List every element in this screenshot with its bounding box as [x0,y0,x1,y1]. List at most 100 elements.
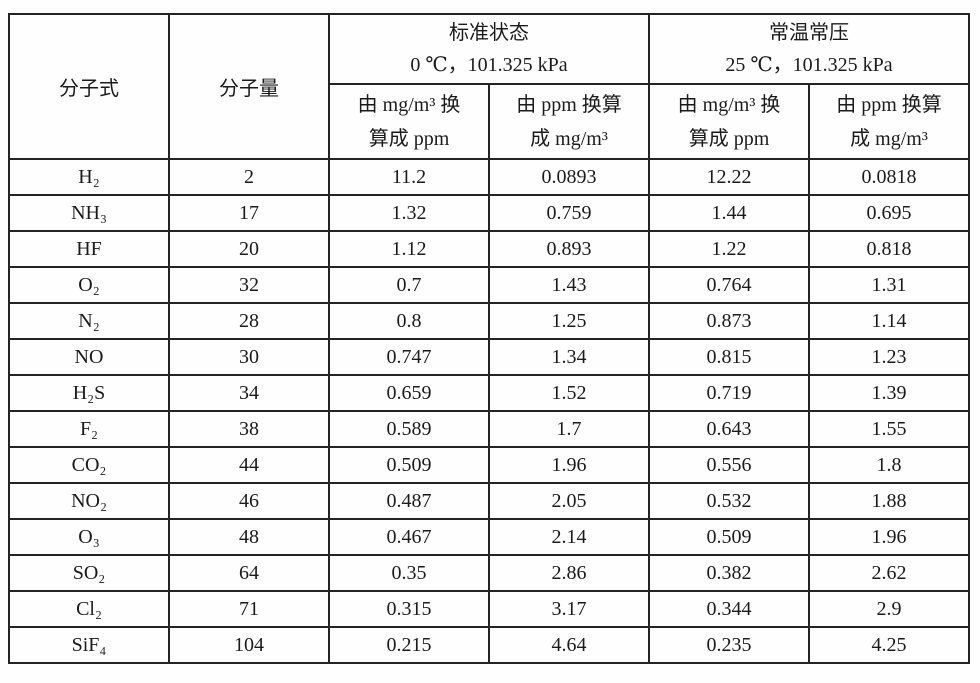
cell-ntp-ppm-to-mg: 1.23 [808,338,970,376]
cell-ntp-ppm-to-mg: 0.818 [808,230,970,268]
cell-ntp-ppm-to-mg: 2.9 [808,590,970,628]
cell-std-mg-to-ppm: 0.589 [328,410,490,448]
cell-std-ppm-to-mg: 2.14 [488,518,650,556]
cell-ntp-mg-to-ppm: 1.44 [648,194,810,232]
cell-molecular-weight: 104 [168,626,330,664]
cell-std-ppm-to-mg: 2.05 [488,482,650,520]
cell-std-mg-to-ppm: 0.467 [328,518,490,556]
cell-ntp-ppm-to-mg: 1.8 [808,446,970,484]
cell-ntp-ppm-to-mg: 1.88 [808,482,970,520]
header-sub-row: 由 mg/m³ 换 算成 ppm 由 ppm 换算 成 mg/m³ 由 mg/m… [9,83,970,160]
cell-std-mg-to-ppm: 0.747 [328,338,490,376]
cell-ntp-mg-to-ppm: 0.873 [648,302,810,340]
cell-molecular-formula: CO₂ [8,446,170,484]
cell-std-ppm-to-mg: 1.43 [488,266,650,304]
cell-molecular-weight: 64 [168,554,330,592]
table-row: SiF₄ 104 0.215 4.64 0.235 4.25 [8,626,970,664]
cell-ntp-mg-to-ppm: 0.532 [648,482,810,520]
cell-molecular-formula: N₂ [8,302,170,340]
cell-std-mg-to-ppm: 0.659 [328,374,490,412]
cell-ntp-mg-to-ppm: 0.344 [648,590,810,628]
cell-molecular-formula: NO [8,338,170,376]
cell-ntp-ppm-to-mg: 1.96 [808,518,970,556]
table-row: NO₂ 46 0.487 2.05 0.532 1.88 [8,482,970,520]
header-std-ppm-to-mg: 由 ppm 换算 成 mg/m³ [488,83,650,160]
cell-std-ppm-to-mg: 2.86 [488,554,650,592]
cell-ntp-ppm-to-mg: 0.0818 [808,158,970,196]
table-row: H₂ 2 11.2 0.0893 12.22 0.0818 [8,158,970,196]
cell-std-ppm-to-mg: 0.759 [488,194,650,232]
standard-state-condition: 0 ℃，101.325 kPa [410,54,568,76]
header-molecular-weight: 分子量 [168,13,330,160]
cell-molecular-formula: HF [8,230,170,268]
header-group-normal-temp-pressure: 常温常压 25 ℃，101.325 kPa [648,13,970,85]
gas-unit-conversion-table: 分子式 分子量 标准状态 0 ℃，101.325 kPa 常温常压 25 ℃，1… [8,13,970,664]
cell-molecular-formula: Cl₂ [8,590,170,628]
header-group-row: 分子式 分子量 标准状态 0 ℃，101.325 kPa 常温常压 25 ℃，1… [8,13,970,160]
cell-ntp-mg-to-ppm: 0.719 [648,374,810,412]
cell-ntp-mg-to-ppm: 0.235 [648,626,810,664]
cell-ntp-ppm-to-mg: 0.695 [808,194,970,232]
cell-std-mg-to-ppm: 0.487 [328,482,490,520]
cell-std-ppm-to-mg: 0.0893 [488,158,650,196]
cell-ntp-ppm-to-mg: 1.39 [808,374,970,412]
cell-molecular-formula: H₂ [8,158,170,196]
cell-std-mg-to-ppm: 0.315 [328,590,490,628]
cell-ntp-ppm-to-mg: 4.25 [808,626,970,664]
table-row: NH₃ 17 1.32 0.759 1.44 0.695 [8,194,970,232]
header-std-mg-to-ppm: 由 mg/m³ 换 算成 ppm [328,83,490,160]
table-row: H₂S 34 0.659 1.52 0.719 1.39 [8,374,970,412]
cell-molecular-formula: NO₂ [8,482,170,520]
cell-molecular-weight: 32 [168,266,330,304]
header-ntp-mg-to-ppm: 由 mg/m³ 换 算成 ppm [648,83,810,160]
normal-temp-pressure-condition: 25 ℃，101.325 kPa [725,54,893,76]
cell-ntp-ppm-to-mg: 1.14 [808,302,970,340]
cell-std-ppm-to-mg: 4.64 [488,626,650,664]
cell-ntp-mg-to-ppm: 0.815 [648,338,810,376]
cell-std-mg-to-ppm: 0.215 [328,626,490,664]
standard-state-title: 标准状态 [449,22,529,44]
cell-std-ppm-to-mg: 1.7 [488,410,650,448]
table-row: Cl₂ 71 0.315 3.17 0.344 2.9 [8,590,970,628]
cell-std-ppm-to-mg: 1.52 [488,374,650,412]
cell-ntp-mg-to-ppm: 0.643 [648,410,810,448]
cell-std-mg-to-ppm: 0.509 [328,446,490,484]
table-row: CO₂ 44 0.509 1.96 0.556 1.8 [8,446,970,484]
cell-molecular-formula: F₂ [8,410,170,448]
table-row: HF 20 1.12 0.893 1.22 0.818 [8,230,970,268]
cell-molecular-weight: 71 [168,590,330,628]
cell-std-mg-to-ppm: 1.32 [328,194,490,232]
header-group-standard-state: 标准状态 0 ℃，101.325 kPa [328,13,650,85]
cell-molecular-formula: O₂ [8,266,170,304]
cell-ntp-mg-to-ppm: 1.22 [648,230,810,268]
cell-std-ppm-to-mg: 1.96 [488,446,650,484]
cell-molecular-weight: 20 [168,230,330,268]
table-body: H₂ 2 11.2 0.0893 12.22 0.0818 NH₃ 17 1.3… [8,158,970,664]
header-molecular-formula: 分子式 [8,13,170,160]
table-row: F₂ 38 0.589 1.7 0.643 1.55 [8,410,970,448]
cell-ntp-mg-to-ppm: 12.22 [648,158,810,196]
cell-molecular-weight: 34 [168,374,330,412]
cell-std-mg-to-ppm: 0.35 [328,554,490,592]
cell-std-mg-to-ppm: 1.12 [328,230,490,268]
cell-std-ppm-to-mg: 1.34 [488,338,650,376]
cell-ntp-mg-to-ppm: 0.556 [648,446,810,484]
cell-ntp-ppm-to-mg: 1.55 [808,410,970,448]
cell-std-mg-to-ppm: 11.2 [328,158,490,196]
normal-temp-pressure-title: 常温常压 [769,22,849,44]
cell-std-ppm-to-mg: 3.17 [488,590,650,628]
cell-std-mg-to-ppm: 0.7 [328,266,490,304]
header-ntp-ppm-to-mg: 由 ppm 换算 成 mg/m³ [808,83,970,160]
table-row: O₂ 32 0.7 1.43 0.764 1.31 [8,266,970,304]
table-row: NO 30 0.747 1.34 0.815 1.23 [8,338,970,376]
cell-molecular-weight: 2 [168,158,330,196]
cell-molecular-weight: 46 [168,482,330,520]
cell-ntp-mg-to-ppm: 0.764 [648,266,810,304]
cell-molecular-formula: SO₂ [8,554,170,592]
cell-std-ppm-to-mg: 0.893 [488,230,650,268]
cell-molecular-formula: NH₃ [8,194,170,232]
cell-ntp-ppm-to-mg: 2.62 [808,554,970,592]
cell-std-ppm-to-mg: 1.25 [488,302,650,340]
cell-molecular-formula: O₃ [8,518,170,556]
